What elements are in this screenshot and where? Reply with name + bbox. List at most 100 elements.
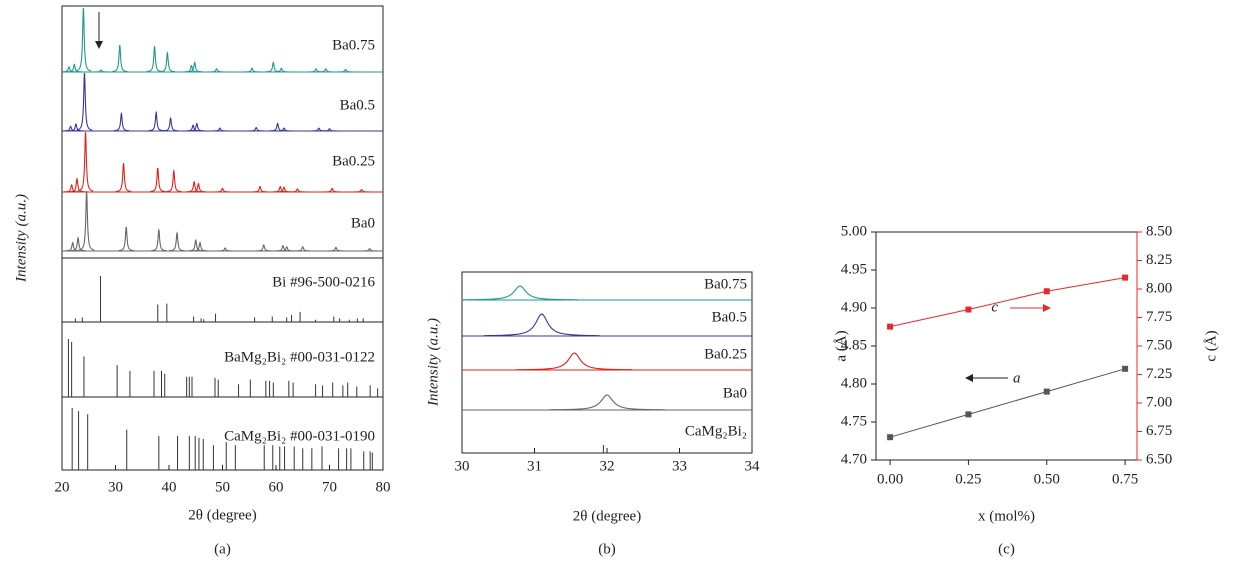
peak	[483, 313, 600, 337]
peak	[273, 67, 290, 73]
peak	[68, 123, 84, 132]
peak	[337, 68, 354, 73]
peak	[190, 182, 207, 193]
y-tick-label: 4.90	[841, 299, 867, 315]
panel-label: (b)	[598, 541, 616, 557]
peak	[185, 124, 201, 132]
y2-tick-label: 7.50	[1146, 337, 1172, 353]
x-tick-label: 32	[600, 458, 615, 474]
peak	[212, 127, 228, 132]
panel-label: (a)	[214, 541, 231, 557]
y2-tick-label: 6.75	[1146, 423, 1172, 439]
peak	[146, 46, 163, 73]
x-tick-label: 33	[672, 458, 687, 474]
peak	[75, 7, 92, 72]
peak	[159, 50, 176, 73]
peak	[361, 248, 378, 252]
peak	[275, 244, 291, 252]
x-tick-label: 50	[215, 479, 230, 495]
marker	[887, 323, 894, 330]
marker	[1122, 274, 1129, 281]
y-tick-label: 4.95	[841, 261, 867, 277]
x-tick-label: 80	[376, 479, 391, 495]
peak	[353, 189, 370, 193]
peak	[318, 68, 334, 73]
series-label: Bi #96-500-0216	[272, 274, 375, 290]
x-axis-label: 2θ (degree)	[188, 507, 256, 523]
peak	[276, 127, 292, 132]
peak	[186, 61, 203, 73]
y2-tick-label: 7.25	[1146, 366, 1172, 382]
peak	[276, 186, 292, 193]
y2-axis-label: c (Å)	[1203, 330, 1219, 361]
peak	[244, 67, 260, 73]
y-tick-label: 4.85	[841, 337, 867, 353]
peak	[252, 185, 268, 193]
peak	[112, 45, 128, 73]
series-label: CaMg₂Bi₂	[685, 423, 747, 439]
peak	[208, 68, 225, 73]
x-tick-label: 31	[527, 458, 542, 474]
y-tick-label: 4.75	[841, 413, 867, 429]
peak	[295, 246, 311, 252]
series-label: Ba0.75	[332, 37, 375, 53]
y2-tick-label: 6.50	[1146, 451, 1172, 467]
peak	[162, 116, 179, 132]
marker	[1043, 388, 1050, 395]
y-tick-label: 5.00	[841, 223, 867, 239]
plot-frame	[61, 5, 384, 471]
y2-tick-label: 8.50	[1146, 223, 1172, 239]
peak	[265, 61, 282, 73]
x-tick-label: 0.25	[955, 471, 981, 487]
series-label: BaMg₂Bi₂ #00-031-0122	[224, 349, 375, 365]
peak	[278, 246, 295, 252]
series-label: Ba0	[351, 215, 375, 231]
peak	[61, 66, 77, 73]
x-tick-label: 0.50	[1034, 471, 1060, 487]
peak	[516, 352, 633, 371]
y-axis-label: Intensity (a.u.)	[13, 194, 29, 283]
peak	[248, 126, 264, 132]
x-tick-label: 0.75	[1112, 471, 1138, 487]
peak	[148, 110, 164, 132]
peak	[217, 247, 233, 252]
peak	[272, 185, 289, 193]
x-tick-label: 0.00	[877, 471, 903, 487]
peak	[78, 190, 95, 251]
y2-tick-label: 8.25	[1146, 252, 1172, 268]
annotation: c	[991, 299, 998, 315]
marker	[1043, 288, 1050, 295]
peak	[188, 239, 204, 252]
series-label: Ba0.5	[340, 97, 375, 113]
peak	[166, 169, 182, 193]
peak	[186, 180, 202, 193]
peak	[192, 241, 208, 252]
peak	[66, 63, 83, 73]
y2-tick-label: 7.00	[1146, 394, 1172, 410]
marker	[887, 434, 894, 441]
series-label: Ba0.25	[332, 153, 375, 169]
panel-label: (c)	[998, 541, 1015, 557]
series-label: Ba0	[723, 385, 747, 401]
peak	[214, 187, 231, 193]
y2-tick-label: 8.00	[1146, 280, 1172, 296]
x-axis-label: 2θ (degree)	[573, 508, 641, 524]
peak	[324, 187, 340, 193]
series-line	[889, 277, 1126, 328]
x-axis-label: x (mol%)	[978, 508, 1035, 524]
x-tick-label: 60	[269, 479, 284, 495]
marker	[965, 306, 972, 313]
marker	[1122, 365, 1129, 372]
marker	[965, 411, 972, 418]
peak	[255, 244, 272, 252]
peak	[63, 183, 80, 193]
peak	[62, 125, 79, 132]
series-label: CaMg₂Bi₂ #00-031-0190	[224, 428, 375, 444]
peak	[69, 177, 85, 193]
peak	[269, 122, 286, 132]
peak	[189, 122, 205, 132]
y-tick-label: 4.80	[841, 375, 867, 391]
peak	[289, 188, 306, 193]
plot-frame	[875, 231, 1138, 461]
